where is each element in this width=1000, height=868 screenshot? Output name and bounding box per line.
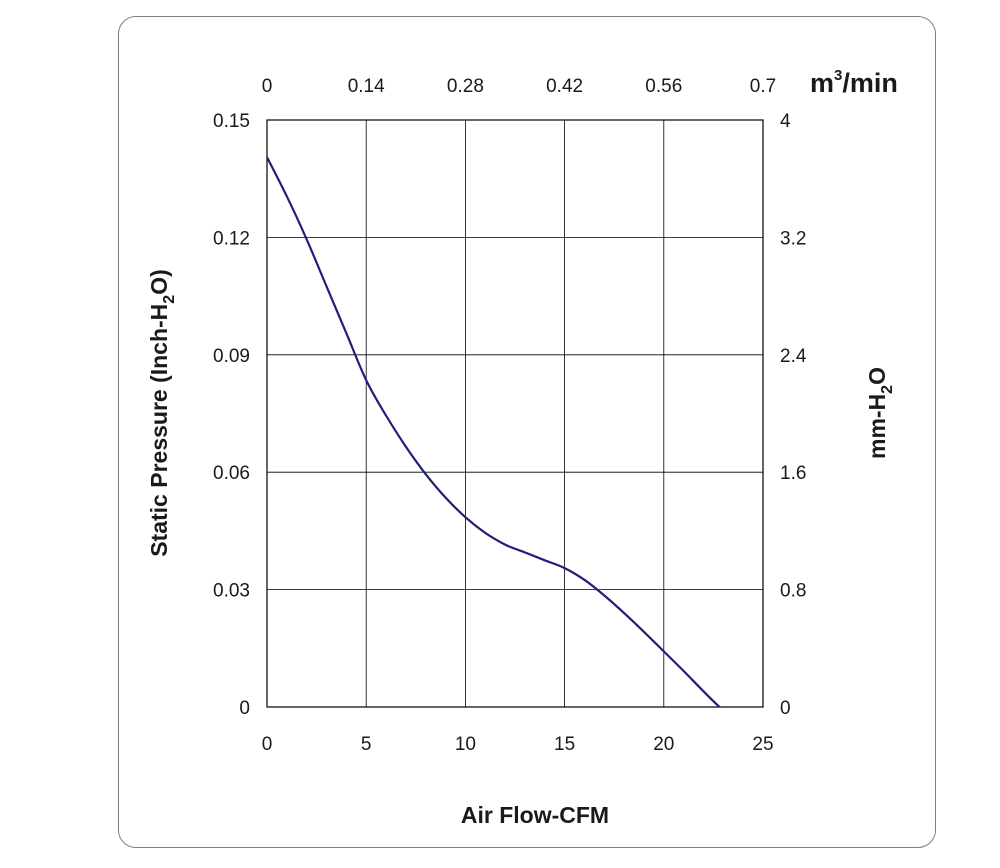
series-line (266, 156, 721, 708)
y-tick-label-left: 0 (239, 698, 250, 719)
y-tick-label-right: 4 (780, 111, 791, 132)
y-axis-title-right: mm-H2O (864, 367, 896, 459)
top-x-tick-label: 0.28 (447, 76, 484, 97)
x-axis-title: Air Flow-CFM (461, 802, 609, 828)
y-tick-label-right: 1.6 (780, 463, 806, 484)
y-tick-label-left: 0.15 (213, 111, 250, 132)
x-tick-label: 10 (455, 734, 476, 755)
grid (267, 120, 763, 707)
top-x-tick-label: 0 (262, 76, 273, 97)
plot-area (266, 119, 764, 708)
x-tick-label: 0 (262, 734, 273, 755)
y-tick-label-right: 3.2 (780, 228, 806, 249)
y-tick-label-left: 0.09 (213, 346, 250, 367)
y-axis-title-left: Static Pressure (Inch-H2O) (146, 269, 178, 557)
y-tick-label-right: 0 (780, 698, 791, 719)
x-tick-label: 5 (361, 734, 372, 755)
x-tick-label: 20 (653, 734, 674, 755)
top-x-tick-label: 0.14 (348, 76, 385, 97)
x-tick-label: 25 (752, 734, 773, 755)
top-x-tick-label: 0.56 (645, 76, 682, 97)
x-tick-label: 15 (554, 734, 575, 755)
y-tick-label-right: 0.8 (780, 581, 806, 602)
top-axis-unit: m3/min (810, 67, 898, 98)
top-x-tick-label: 0.7 (750, 76, 776, 97)
y-tick-label-left: 0.03 (213, 581, 250, 602)
top-x-tick-label: 0.42 (546, 76, 583, 97)
chart-frame (118, 16, 936, 848)
y-tick-label-left: 0.12 (213, 228, 250, 249)
y-tick-label-left: 0.06 (213, 463, 250, 484)
y-tick-label-right: 2.4 (780, 346, 807, 367)
